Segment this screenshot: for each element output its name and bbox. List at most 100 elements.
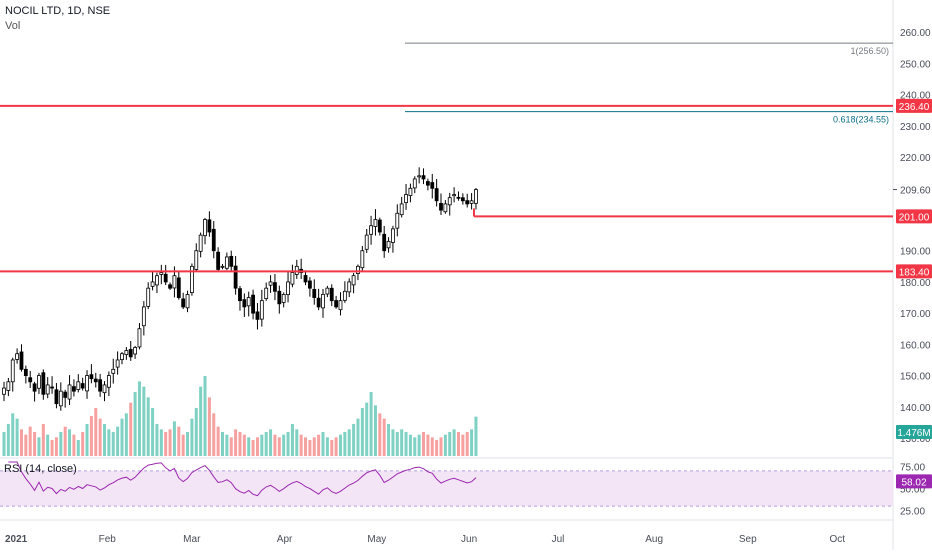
- volume-bar: [177, 426, 181, 456]
- volume-bar: [46, 434, 50, 456]
- candle: [434, 188, 439, 202]
- candle: [325, 287, 330, 295]
- rsi-value-badge: 58.02: [896, 474, 932, 489]
- candle: [146, 287, 151, 307]
- volume-bar: [321, 432, 325, 456]
- volume-bar: [103, 424, 107, 456]
- candle: [321, 294, 325, 309]
- candle: [207, 219, 212, 233]
- volume-bar: [443, 434, 447, 456]
- volume-bar: [94, 408, 98, 456]
- volume-bar: [124, 413, 128, 456]
- volume-bar: [63, 426, 67, 456]
- hline-price-badge-bg: [896, 98, 932, 113]
- candle: [246, 297, 251, 307]
- volume-bar: [360, 408, 364, 456]
- volume-bar: [234, 429, 238, 456]
- volume-bar: [120, 418, 124, 456]
- symbol-title[interactable]: NOCIL LTD, 1D, NSE: [5, 5, 111, 17]
- volume-bar: [155, 424, 159, 456]
- rsi-legend[interactable]: RSI (14, close): [4, 463, 77, 475]
- candle: [456, 196, 461, 199]
- candle: [185, 294, 190, 309]
- volume-bar: [28, 426, 32, 456]
- rsi-value-badge-text: 58.02: [901, 477, 926, 488]
- candle: [190, 265, 194, 294]
- candle: [268, 281, 273, 286]
- candle: [216, 251, 221, 270]
- volume-bar: [448, 432, 452, 456]
- volume-bar: [172, 421, 176, 456]
- volume-bar: [382, 418, 386, 456]
- candle: [469, 200, 474, 204]
- hline-price-badge: 201.00: [896, 209, 932, 224]
- candle: [50, 386, 54, 389]
- volume-bar: [387, 424, 391, 456]
- volume-bar: [98, 418, 102, 456]
- candle: [41, 372, 46, 395]
- candle: [447, 197, 452, 206]
- candle: [155, 275, 159, 286]
- volume-bar: [168, 429, 172, 456]
- volume-bar: [159, 429, 163, 456]
- volume-bar: [435, 440, 439, 456]
- hline-price-badge-text: 201.00: [899, 212, 930, 223]
- volume-bar: [299, 434, 303, 456]
- candle: [172, 275, 177, 289]
- candle: [312, 288, 317, 298]
- candle: [176, 277, 181, 298]
- volume-bar: [37, 437, 41, 456]
- candle: [19, 351, 24, 370]
- candle: [386, 240, 391, 249]
- volume-bar: [19, 429, 23, 456]
- candle: [211, 228, 216, 252]
- volume-bar: [338, 434, 342, 456]
- time-axis-label: Mar: [183, 534, 201, 545]
- volume-bar: [452, 429, 456, 456]
- candle: [421, 175, 426, 180]
- volume-legend[interactable]: Vol: [5, 20, 21, 32]
- candle: [460, 197, 465, 202]
- candle: [102, 384, 107, 394]
- candle: [259, 300, 264, 320]
- candle: [439, 202, 443, 211]
- candle: [377, 219, 382, 233]
- candle: [10, 359, 15, 383]
- volume-bar: [260, 434, 264, 456]
- volume-bar: [50, 440, 54, 456]
- candle: [141, 306, 146, 327]
- volume-bar: [107, 429, 111, 456]
- candle: [369, 225, 373, 235]
- candle: [382, 233, 387, 252]
- candle: [233, 265, 238, 289]
- volume-bar: [194, 408, 198, 456]
- candle: [342, 290, 347, 301]
- volume-bar: [85, 424, 89, 456]
- candle: [203, 219, 207, 237]
- volume-bar: [400, 429, 404, 456]
- candle: [181, 298, 186, 308]
- volume-bar: [221, 432, 224, 456]
- candle: [93, 378, 98, 383]
- volume-bar: [422, 432, 426, 456]
- volume-bar: [465, 432, 469, 456]
- candle: [6, 381, 11, 391]
- volume-bar: [308, 440, 312, 456]
- candle: [408, 187, 413, 196]
- volume-bar: [334, 437, 338, 456]
- rsi-value-badge-bg: [896, 474, 932, 489]
- volume-bar: [164, 432, 168, 456]
- price-axis-label: 250.00: [900, 59, 931, 70]
- candle: [80, 383, 85, 389]
- price-axis-label: 260.00: [900, 28, 931, 39]
- hline-price-badge-text: 183.40: [899, 267, 930, 278]
- volume-bar: [304, 437, 308, 456]
- candle: [85, 375, 89, 392]
- volume-bar: [343, 432, 347, 456]
- candle: [425, 181, 430, 186]
- time-axis-label: Jun: [461, 534, 477, 545]
- volume-bar: [474, 416, 478, 456]
- candle: [391, 228, 395, 243]
- candle: [356, 265, 360, 274]
